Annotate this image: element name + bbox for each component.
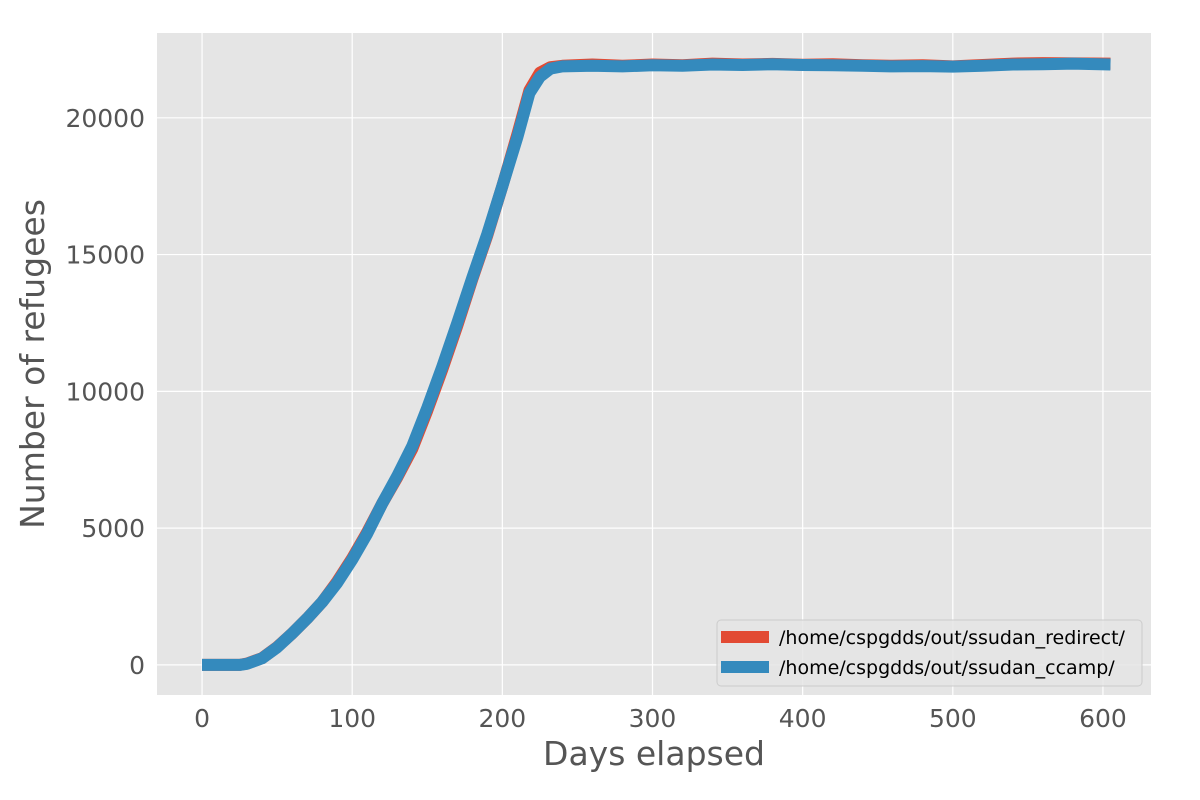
legend-box xyxy=(716,619,1143,687)
y-tick-label: 5000 xyxy=(81,514,145,543)
y-tick-label: 15000 xyxy=(65,241,145,270)
x-tick-label: 200 xyxy=(478,704,526,733)
x-tick-label: 400 xyxy=(779,704,827,733)
y-tick-labels: 0 5000 10000 15000 20000 xyxy=(65,104,145,680)
x-tick-label: 500 xyxy=(929,704,977,733)
x-tick-label: 600 xyxy=(1079,704,1127,733)
x-tick-label: 300 xyxy=(629,704,677,733)
x-tick-label: 100 xyxy=(328,704,376,733)
legend-label: /home/cspgdds/out/ssudan_redirect/ xyxy=(779,627,1126,649)
x-tick-labels: 0 100 200 300 400 500 600 xyxy=(194,704,1127,733)
y-tick-label: 20000 xyxy=(65,104,145,133)
legend-label: /home/cspgdds/out/ssudan_ccamp/ xyxy=(779,657,1115,679)
plot-area xyxy=(157,33,1151,695)
y-axis-title: Number of refugees xyxy=(13,199,52,529)
series-line-1 xyxy=(202,57,1111,671)
series-lines xyxy=(202,57,1111,671)
y-tick-label: 0 xyxy=(129,651,145,680)
y-tick-label: 10000 xyxy=(65,377,145,406)
legend: /home/cspgdds/out/ssudan_redirect/ /home/… xyxy=(716,619,1143,687)
grid-lines xyxy=(157,33,1151,695)
x-axis-title: Days elapsed xyxy=(543,734,765,773)
x-tick-label: 0 xyxy=(194,704,210,733)
